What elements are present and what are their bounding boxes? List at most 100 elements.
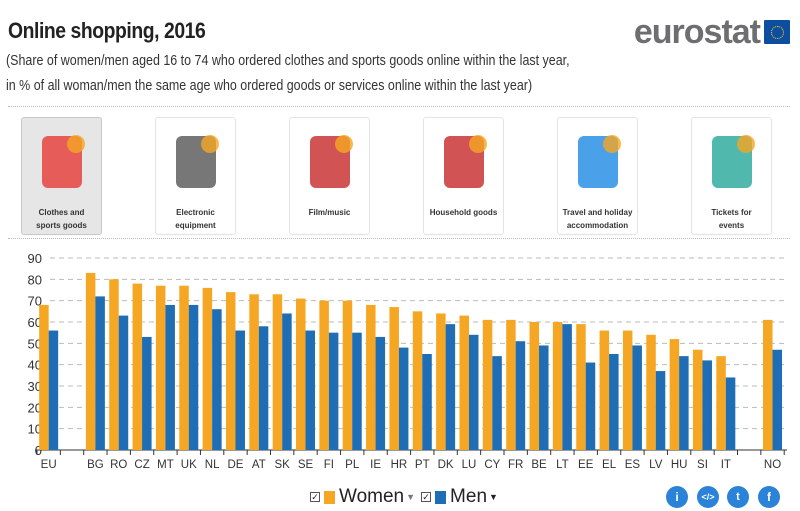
category-label: Tickets for: [711, 208, 752, 217]
x-tick-label: ES: [625, 459, 641, 471]
x-tick-label: LU: [462, 459, 477, 471]
bar-men: [772, 349, 783, 450]
x-tick-label: PT: [415, 459, 430, 471]
women-checkbox[interactable]: ✓: [310, 492, 320, 502]
bar-women: [716, 356, 726, 450]
x-tick-label: FR: [508, 459, 523, 471]
category-label: Clothes and: [38, 208, 85, 217]
y-tick-label: 20: [28, 400, 42, 415]
divider: [8, 106, 790, 107]
x-tick-label: SK: [275, 459, 291, 471]
bar-men: [235, 330, 245, 450]
category-label: Household goods: [429, 208, 498, 217]
bar-men: [609, 354, 619, 450]
men-swatch: [435, 490, 447, 504]
bar-men: [142, 336, 152, 450]
bar-men: [398, 347, 409, 450]
bar-women: [552, 322, 563, 450]
category-tile[interactable]: Tickets for events: [691, 117, 772, 235]
category-label: events: [718, 221, 745, 230]
x-tick-label: MT: [157, 459, 174, 471]
legend: ✓ Women ▼ ✓ Men ▼: [310, 486, 502, 508]
bar-men: [258, 326, 269, 450]
bar-women: [366, 304, 376, 450]
subtitle-line-1: (Share of women/men aged 16 to 74 who or…: [6, 53, 570, 69]
subtitle-line-2: in % of all woman/men the same age who o…: [6, 78, 533, 94]
travel-icon: [568, 126, 628, 198]
y-tick-label: 30: [28, 379, 42, 394]
bar-women: [202, 287, 213, 450]
bar-women: [109, 279, 119, 450]
category-tile[interactable]: Electronic equipment: [155, 117, 236, 235]
divider: [8, 238, 790, 239]
bar-men: [468, 334, 479, 450]
bar-men: [702, 360, 712, 450]
bar-women: [272, 294, 283, 450]
bar-women: [576, 324, 586, 450]
category-tile[interactable]: Film/music: [289, 117, 370, 235]
bar-women: [506, 319, 516, 450]
x-tick-label: DK: [438, 459, 454, 471]
bar-men: [282, 313, 292, 450]
category-tile[interactable]: Clothes and sports goods: [21, 117, 102, 235]
category-tile[interactable]: Household goods: [423, 117, 504, 235]
women-swatch: [324, 490, 335, 504]
bar-women: [646, 334, 656, 450]
bar-men: [445, 324, 456, 450]
bar-women: [412, 311, 423, 450]
bar-men: [95, 296, 105, 450]
bar-women: [599, 330, 610, 450]
bar-men: [679, 356, 689, 450]
bar-women: [296, 298, 306, 450]
x-tick-label: EU: [41, 459, 57, 471]
film-music-icon: [300, 126, 360, 198]
household-icon: [434, 126, 494, 198]
x-tick-label: EE: [578, 459, 594, 471]
eurostat-logo: eurostat: [633, 13, 761, 51]
women-dropdown-icon[interactable]: ▼: [406, 492, 416, 502]
bar-women: [155, 285, 166, 450]
legend-men[interactable]: Men: [450, 486, 488, 507]
men-dropdown-icon[interactable]: ▼: [489, 492, 498, 502]
bar-men: [725, 377, 736, 450]
category-label: sports goods: [36, 221, 87, 230]
y-tick-label: 10: [28, 422, 42, 437]
x-tick-label: AT: [252, 459, 266, 471]
x-tick-label: CY: [484, 459, 500, 471]
bar-women: [85, 272, 96, 450]
facebook-icon[interactable]: f: [758, 486, 780, 508]
bar-women: [249, 294, 259, 450]
x-tick-label: BE: [531, 459, 547, 471]
x-tick-label: NL: [205, 459, 220, 471]
category-tile[interactable]: Travel and holiday accommodation: [557, 117, 638, 235]
bar-women: [389, 307, 399, 450]
bar-men: [188, 304, 199, 450]
embed-icon[interactable]: </>: [697, 486, 719, 508]
y-tick-label: 60: [28, 315, 42, 330]
category-label: Electronic: [176, 208, 215, 217]
tickets-icon: [702, 126, 762, 198]
bar-men: [375, 336, 386, 450]
bar-men: [118, 315, 129, 450]
y-tick-label: 70: [28, 294, 42, 309]
bar-men: [352, 332, 362, 450]
x-tick-label: UK: [181, 459, 197, 471]
y-tick-label: 50: [28, 336, 42, 351]
x-tick-label: LT: [556, 459, 569, 471]
bar-women: [669, 339, 680, 450]
x-tick-label: HR: [391, 459, 408, 471]
men-checkbox[interactable]: ✓: [421, 492, 432, 502]
x-tick-label: SE: [298, 459, 314, 471]
bar-women: [319, 300, 329, 450]
twitter-icon[interactable]: t: [727, 486, 749, 508]
eu-flag-icon: [764, 20, 790, 44]
x-tick-label: BG: [87, 459, 104, 471]
bar-men: [328, 332, 339, 450]
x-tick-label: IE: [370, 459, 381, 471]
x-tick-label: EL: [602, 459, 617, 471]
bar-women: [482, 319, 493, 450]
legend-women[interactable]: Women: [339, 486, 405, 507]
bar-men: [632, 345, 642, 450]
info-icon[interactable]: i: [666, 486, 688, 508]
x-tick-label: DE: [227, 459, 243, 471]
